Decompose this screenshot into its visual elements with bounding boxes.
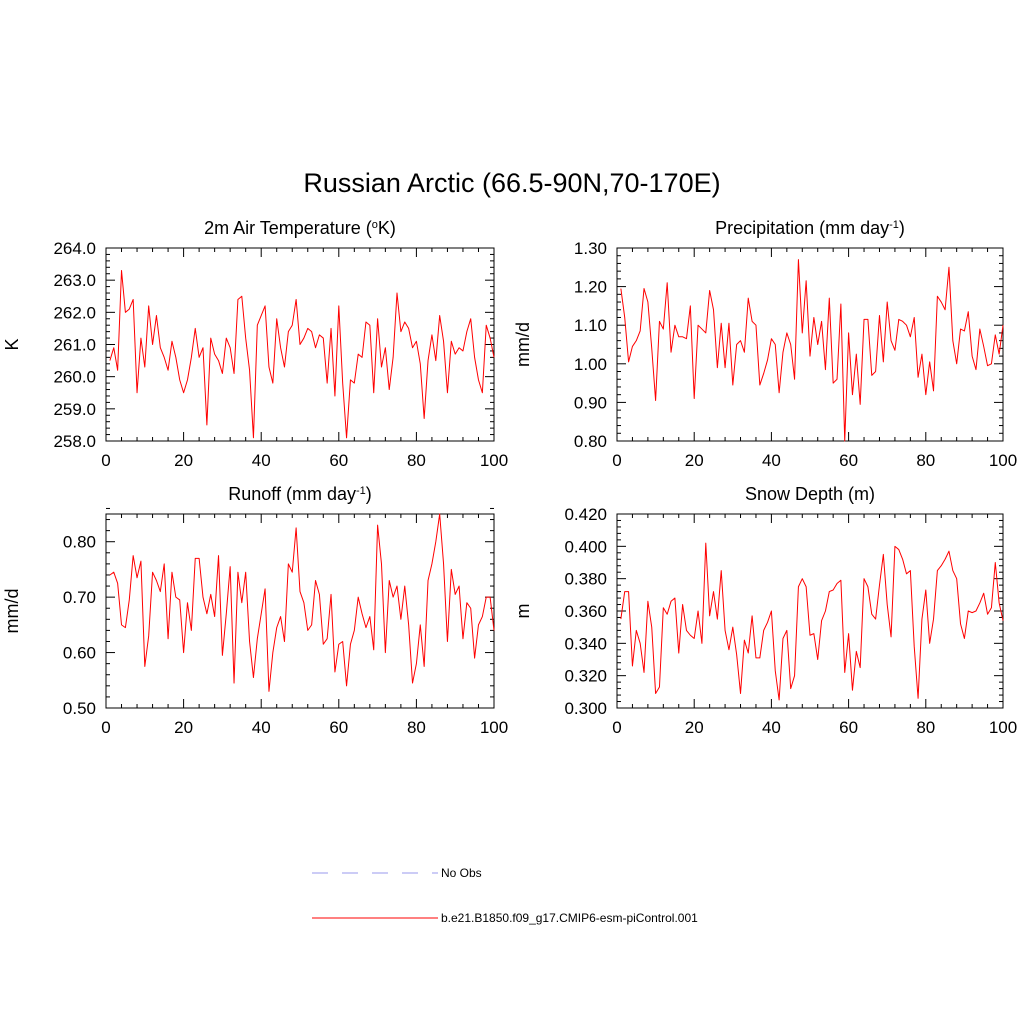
runoff-xtick-label: 80 [407,718,426,737]
runoff-ytick-label: 0.50 [63,699,96,718]
snow-xtick-label: 60 [839,718,858,737]
snow-ytick-label: 0.300 [564,699,607,718]
runoff-ylabel: mm/d [2,589,22,634]
temp-xtick-label: 20 [174,451,193,470]
runoff-xtick-label: 40 [252,718,271,737]
legend-model-label: b.e21.B1850.f09_g17.CMIP6-esm-piControl.… [441,911,698,925]
temp-ylabel: K [2,338,22,350]
temp-ytick-label: 260.0 [53,368,96,387]
precip-ytick-label: 1.00 [574,355,607,374]
precip-plot-frame [616,247,1004,442]
runoff-plot-frame [105,513,495,709]
snow-ytick-label: 0.320 [564,667,607,686]
runoff-xtick-label: 0 [101,718,110,737]
snow-xtick-label: 0 [612,718,621,737]
legend-item-model: b.e21.B1850.f09_g17.CMIP6-esm-piControl.… [312,911,698,925]
runoff-ytick-label: 0.80 [63,533,96,552]
precip-ytick-label: 1.10 [574,316,607,335]
snow-ytick-label: 0.340 [564,634,607,653]
temp-xtick-label: 0 [101,451,110,470]
panel-snow-depth: Snow Depth (m) m 0 20 40 60 80 100 0.300 0.320 0.3… [513,484,1017,737]
temp-ytick-label: 258.0 [53,432,96,451]
snow-ytick-label: 0.420 [564,505,607,524]
precip-xtick-label: 100 [989,451,1017,470]
precip-series-line [620,259,1004,442]
runoff-ytick-label: 0.60 [63,644,96,663]
snow-ytick-label: 0.360 [564,602,607,621]
figure-title: Russian Arctic (66.5-90N,70-170E) [303,168,720,198]
snow-xtick-label: 100 [989,718,1017,737]
snow-title: Snow Depth (m) [745,484,875,504]
legend: No Obs b.e21.B1850.f09_g17.CMIP6-esm-piC… [312,866,698,925]
temp-ytick-label: 264.0 [53,239,96,258]
snow-ytick-label: 0.380 [564,570,607,589]
temp-xtick-label: 80 [407,451,426,470]
temp-ytick-label: 263.0 [53,271,96,290]
precip-xtick-label: 80 [916,451,935,470]
legend-obs-label: No Obs [441,866,482,880]
temp-xtick-label: 60 [329,451,348,470]
temp-ytick-label: 262.0 [53,303,96,322]
precip-ytick-label: 1.20 [574,278,607,297]
temp-ytick-label: 261.0 [53,336,96,355]
snow-xtick-label: 80 [916,718,935,737]
temp-ytick-label: 259.0 [53,400,96,419]
snow-ytick-label: 0.400 [564,537,607,556]
snow-series-line [620,542,1004,701]
panel-runoff: Runoff (mm day-1) mm/d 0 20 40 60 80 100 0.50 0.6… [2,484,508,737]
temp-xtick-label: 100 [480,451,508,470]
precip-ylabel: mm/d [513,322,533,367]
precip-ytick-label: 0.90 [574,393,607,412]
panel-precipitation: Precipitation (mm day-1) mm/d 0 20 40 60 80 100… [513,218,1017,470]
precip-xtick-label: 0 [612,451,621,470]
precip-title: Precipitation (mm day-1) [715,218,905,238]
precip-ytick-label: 0.80 [574,432,607,451]
temp-xtick-label: 40 [252,451,271,470]
temp-series-line [109,270,495,439]
snow-xtick-label: 20 [685,718,704,737]
runoff-xtick-label: 100 [480,718,508,737]
temp-title: 2m Air Temperature (oK) [204,218,396,238]
snow-xtick-label: 40 [762,718,781,737]
runoff-xtick-label: 60 [329,718,348,737]
runoff-ytick-label: 0.70 [63,588,96,607]
precip-xtick-label: 20 [685,451,704,470]
snow-ylabel: m [513,604,533,619]
precip-xtick-label: 60 [839,451,858,470]
precip-xtick-label: 40 [762,451,781,470]
runoff-xtick-label: 20 [174,718,193,737]
panel-air-temperature: 2m Air Temperature (oK) K 0 20 40 60 80 100 258.… [2,218,508,470]
legend-item-obs: No Obs [312,866,482,880]
runoff-title: Runoff (mm day-1) [228,484,372,504]
runoff-series-line [109,513,495,692]
precip-ytick-label: 1.30 [574,239,607,258]
